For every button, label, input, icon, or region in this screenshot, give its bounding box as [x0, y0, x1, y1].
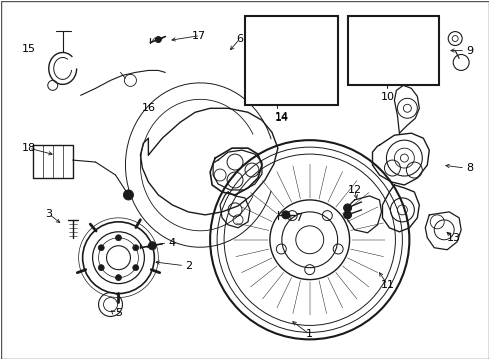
Circle shape — [379, 48, 390, 58]
Text: 8: 8 — [466, 163, 473, 173]
Bar — [245, 15, 338, 105]
Circle shape — [155, 37, 161, 42]
Text: 17: 17 — [192, 31, 206, 41]
Circle shape — [282, 211, 290, 219]
Text: 2: 2 — [185, 261, 192, 271]
Text: 9: 9 — [466, 45, 473, 55]
Text: 16: 16 — [142, 103, 155, 113]
Text: 1: 1 — [306, 329, 313, 339]
Text: 10: 10 — [380, 92, 394, 102]
Circle shape — [343, 211, 352, 219]
Circle shape — [343, 204, 352, 212]
Text: 18: 18 — [22, 143, 36, 153]
Circle shape — [399, 49, 407, 57]
Text: 12: 12 — [347, 185, 362, 195]
Text: 14: 14 — [275, 113, 289, 123]
Circle shape — [148, 242, 156, 250]
Text: 4: 4 — [168, 238, 175, 248]
Circle shape — [98, 245, 104, 251]
Text: 7: 7 — [294, 213, 302, 223]
Text: 13: 13 — [447, 233, 461, 243]
Bar — [347, 15, 439, 85]
Circle shape — [116, 235, 122, 241]
Circle shape — [383, 28, 392, 39]
Text: 14: 14 — [275, 112, 289, 122]
Circle shape — [116, 275, 122, 280]
Text: 6: 6 — [237, 33, 244, 44]
Circle shape — [123, 190, 133, 200]
Text: 3: 3 — [45, 209, 52, 219]
Text: 15: 15 — [22, 44, 36, 54]
Text: 5: 5 — [116, 309, 122, 319]
Circle shape — [386, 67, 393, 75]
Circle shape — [133, 245, 139, 251]
Circle shape — [133, 265, 139, 271]
Circle shape — [403, 30, 412, 37]
Circle shape — [98, 265, 104, 271]
Text: 11: 11 — [380, 280, 394, 289]
